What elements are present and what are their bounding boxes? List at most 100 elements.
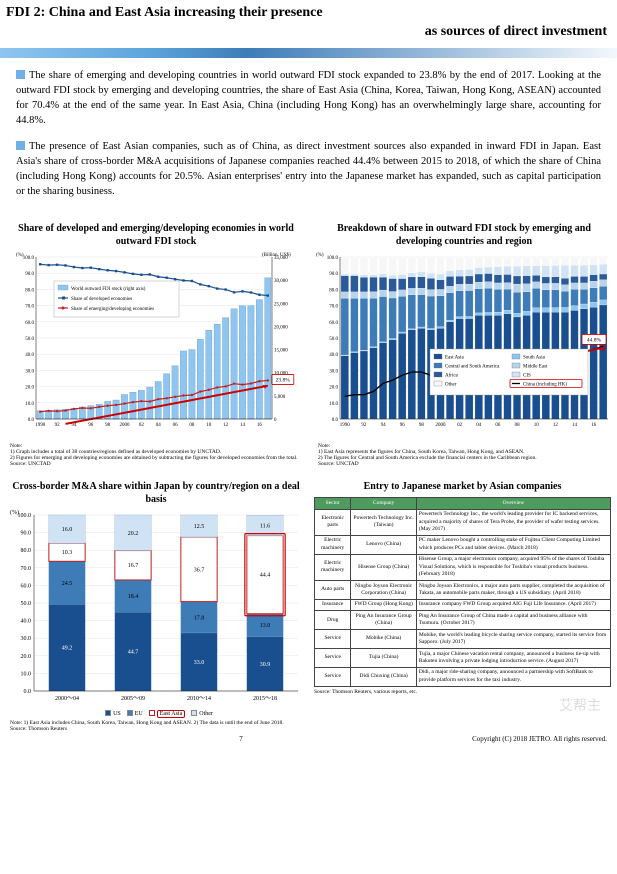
svg-text:44.8%: 44.8%: [587, 337, 602, 343]
svg-text:12: 12: [223, 423, 229, 428]
svg-text:23.8%: 23.8%: [276, 377, 291, 383]
svg-text:44.7: 44.7: [128, 649, 139, 655]
svg-text:30.0: 30.0: [329, 369, 338, 374]
svg-text:16.0: 16.0: [62, 527, 73, 533]
svg-text:44.4: 44.4: [260, 572, 271, 578]
svg-text:Other: Other: [445, 382, 457, 387]
svg-text:100.0: 100.0: [18, 513, 32, 519]
svg-text:(%): (%): [316, 253, 324, 258]
svg-text:92: 92: [55, 423, 61, 428]
table-header: Sector: [315, 498, 351, 509]
table-row: DrugPing An Insurance Group (China)Ping …: [315, 611, 611, 630]
chart-left-top-notes: Note:1) Graph includes a total of 38 cou…: [6, 441, 306, 468]
table-row: ServiceDidi Chuxing (China)Didi, a major…: [315, 667, 611, 686]
svg-text:40.0: 40.0: [25, 353, 34, 358]
svg-text:2015～18: 2015～18: [253, 696, 277, 702]
svg-text:Central and South America: Central and South America: [445, 364, 500, 369]
svg-text:40.0: 40.0: [21, 618, 32, 624]
svg-text:China (including HK): China (including HK): [523, 382, 567, 387]
svg-text:94: 94: [381, 423, 387, 428]
svg-text:96: 96: [88, 423, 94, 428]
svg-text:50.0: 50.0: [329, 337, 338, 342]
table-row: Auto partsNingbo Joyson Electronic Corpo…: [315, 581, 611, 600]
svg-text:49.2: 49.2: [62, 645, 73, 651]
svg-text:60.0: 60.0: [25, 320, 34, 325]
watermark: 艾帮主: [559, 696, 601, 715]
svg-text:11.6: 11.6: [260, 523, 270, 529]
svg-text:04: 04: [156, 423, 162, 428]
svg-text:80.0: 80.0: [21, 548, 32, 554]
svg-text:Share of developed economies: Share of developed economies: [71, 297, 132, 302]
svg-text:33.0: 33.0: [194, 660, 205, 666]
svg-text:16.7: 16.7: [128, 563, 139, 569]
bullet-icon: [16, 141, 25, 150]
svg-text:0.0: 0.0: [332, 418, 339, 423]
svg-text:10.3: 10.3: [62, 550, 73, 556]
svg-text:2010～14: 2010～14: [187, 696, 211, 702]
body-text: The share of emerging and developing cou…: [0, 58, 617, 218]
chart-left-bottom-title: Cross-border M&A share within Japan by c…: [6, 480, 306, 507]
chart-right-top: 0.010.020.030.040.050.060.070.080.090.01…: [314, 251, 614, 441]
svg-text:13.0: 13.0: [260, 623, 271, 629]
svg-text:98: 98: [105, 423, 111, 428]
svg-text:40.0: 40.0: [329, 353, 338, 358]
svg-text:0: 0: [274, 418, 277, 423]
table-row: Electric machineryHisense Group (China)H…: [315, 554, 611, 580]
svg-text:60.0: 60.0: [329, 320, 338, 325]
svg-text:CIS: CIS: [523, 373, 531, 378]
svg-text:12.5: 12.5: [194, 524, 205, 530]
svg-text:16: 16: [257, 423, 263, 428]
svg-text:2005～09: 2005～09: [121, 696, 145, 702]
svg-text:10: 10: [534, 423, 540, 428]
svg-text:Share of emerging/developing e: Share of emerging/developing economies: [71, 307, 154, 312]
svg-text:94: 94: [71, 423, 77, 428]
svg-text:East Asia: East Asia: [445, 355, 465, 360]
paragraph-1-text: The share of emerging and developing cou…: [16, 70, 601, 127]
svg-text:5,000: 5,000: [274, 394, 286, 399]
svg-text:10: 10: [206, 423, 212, 428]
svg-text:90.0: 90.0: [21, 530, 32, 536]
svg-text:14: 14: [572, 423, 578, 428]
svg-text:15,000: 15,000: [274, 348, 288, 353]
svg-text:20.0: 20.0: [25, 385, 34, 390]
svg-text:02: 02: [457, 423, 463, 428]
svg-text:90.0: 90.0: [25, 272, 34, 277]
chart-left-bottom: 0.010.020.030.040.050.060.070.080.090.01…: [6, 509, 306, 709]
svg-text:17.8: 17.8: [194, 615, 205, 621]
svg-text:70.0: 70.0: [21, 566, 32, 572]
svg-text:08: 08: [515, 423, 521, 428]
page-number: 7: [239, 735, 243, 744]
svg-text:16: 16: [591, 423, 597, 428]
svg-text:(%): (%): [10, 509, 19, 516]
svg-text:25,000: 25,000: [274, 302, 288, 307]
svg-text:96: 96: [400, 423, 406, 428]
svg-text:92: 92: [361, 423, 367, 428]
table-title: Entry to Japanese market by Asian compan…: [314, 480, 611, 494]
svg-text:90.0: 90.0: [329, 272, 338, 277]
chart-right-top-notes: Note:1) East Asia represents the figures…: [314, 441, 614, 468]
svg-text:02: 02: [139, 423, 145, 428]
paragraph-2: The presence of East Asian companies, su…: [16, 139, 601, 200]
chart-left-bottom-notes: Note: 1) East Asia includes China, South…: [6, 718, 306, 733]
svg-text:70.0: 70.0: [329, 304, 338, 309]
svg-text:30.0: 30.0: [21, 636, 32, 642]
svg-text:0.0: 0.0: [28, 418, 35, 423]
paragraph-2-text: The presence of East Asian companies, su…: [16, 141, 601, 198]
svg-text:12: 12: [553, 423, 559, 428]
svg-text:100.0: 100.0: [23, 256, 35, 261]
svg-text:20.2: 20.2: [128, 531, 139, 537]
svg-text:98: 98: [419, 423, 425, 428]
bullet-icon: [16, 70, 25, 79]
svg-text:2000: 2000: [120, 423, 131, 428]
svg-text:2000: 2000: [436, 423, 447, 428]
svg-text:20.0: 20.0: [329, 385, 338, 390]
copyright: Copyright (C) 2018 JETRO. All rights res…: [472, 735, 607, 744]
table-row: ServiceMobike (China)Mobike, the world's…: [315, 630, 611, 649]
svg-text:06: 06: [495, 423, 501, 428]
title-line2: as sources of direct investment: [6, 23, 607, 42]
svg-text:1990: 1990: [340, 423, 351, 428]
page-footer: 7 Copyright (C) 2018 JETRO. All rights r…: [0, 733, 617, 748]
svg-text:20,000: 20,000: [274, 325, 288, 330]
svg-text:World outward FDI stock (right: World outward FDI stock (right axis): [71, 287, 146, 292]
paragraph-1: The share of emerging and developing cou…: [16, 68, 601, 129]
